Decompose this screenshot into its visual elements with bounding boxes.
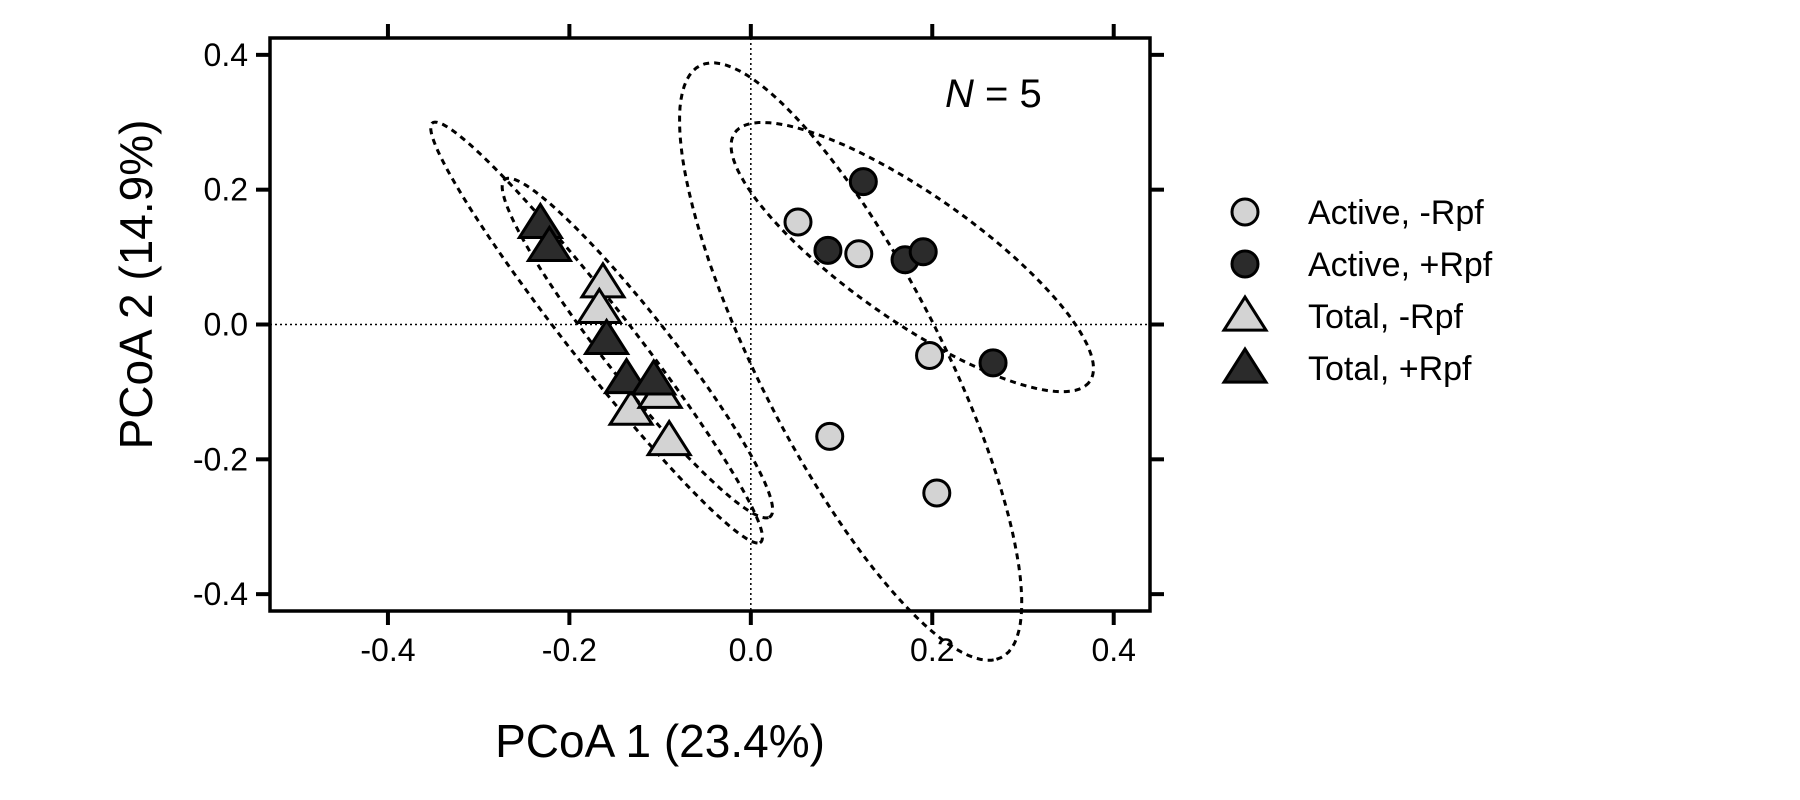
point-series-1-4 (815, 421, 845, 451)
point-series-1-1 (783, 207, 813, 237)
y-axis-title: PCoA 2 (14.9%) (110, 120, 162, 450)
legend-marker-4 (1221, 346, 1269, 384)
reference-lines (270, 38, 1150, 611)
legend-label-1: Active, -Rpf (1308, 194, 1484, 232)
legend-marker-3 (1221, 294, 1269, 332)
y-tick-label: 0.0 (204, 307, 248, 343)
sample-size-value: = 5 (974, 72, 1042, 116)
sample-size-symbol: N (945, 72, 974, 116)
point-series-4-2 (525, 224, 574, 262)
point-series-3-5 (645, 418, 693, 457)
x-tick-label: 0.4 (1091, 632, 1135, 668)
point-series-3-2 (575, 286, 624, 324)
point-series-1-2 (844, 239, 874, 269)
legend-item-1: Active, -Rpf (1230, 194, 1484, 232)
legend-marker-1 (1230, 197, 1260, 227)
legend-item-4: Total, +Rpf (1221, 346, 1472, 388)
legend-label-2: Active, +Rpf (1308, 246, 1493, 284)
data-points (516, 167, 1008, 508)
point-series-4-5 (630, 358, 678, 396)
legend-label-3: Total, -Rpf (1308, 298, 1463, 336)
point-series-1-5 (922, 478, 952, 508)
point-series-4-4 (602, 356, 651, 395)
point-series-2-2 (813, 235, 843, 265)
point-series-2-5 (978, 348, 1008, 378)
y-tick-label: 0.2 (204, 172, 248, 208)
sample-size-annotation: N = 5 (945, 72, 1042, 116)
legend-marker-2 (1230, 249, 1260, 279)
point-series-2-4 (908, 237, 938, 267)
ellipse-4 (729, 121, 1096, 394)
legend-label-4: Total, +Rpf (1308, 350, 1472, 388)
y-tick-label: 0.4 (204, 37, 248, 73)
confidence-ellipses (429, 61, 1096, 662)
ellipse-2 (500, 176, 775, 520)
x-tick-label: 0.0 (729, 632, 773, 668)
x-tick-label: 0.2 (910, 632, 954, 668)
ellipse-3 (678, 61, 1024, 662)
legend-item-3: Total, -Rpf (1221, 294, 1463, 336)
x-axis-title: PCoA 1 (23.4%) (495, 715, 825, 767)
y-tick-label: -0.2 (193, 441, 248, 477)
legend: Active, -Rpf Active, +Rpf Total, -Rpf Total… (1221, 194, 1493, 388)
x-tick-label: -0.4 (360, 632, 415, 668)
point-series-1-3 (915, 341, 945, 371)
legend-item-2: Active, +Rpf (1230, 246, 1493, 284)
y-tick-label: -0.4 (193, 576, 248, 612)
ellipse-1 (429, 120, 764, 545)
point-series-4-3 (582, 317, 631, 356)
point-series-2-1 (848, 167, 878, 197)
axis-ticks: -0.4 -0.2 0.0 0.2 0.4 -0.4 -0.2 0.0 0.2 0.4 (193, 24, 1164, 668)
x-tick-label: -0.2 (542, 632, 597, 668)
